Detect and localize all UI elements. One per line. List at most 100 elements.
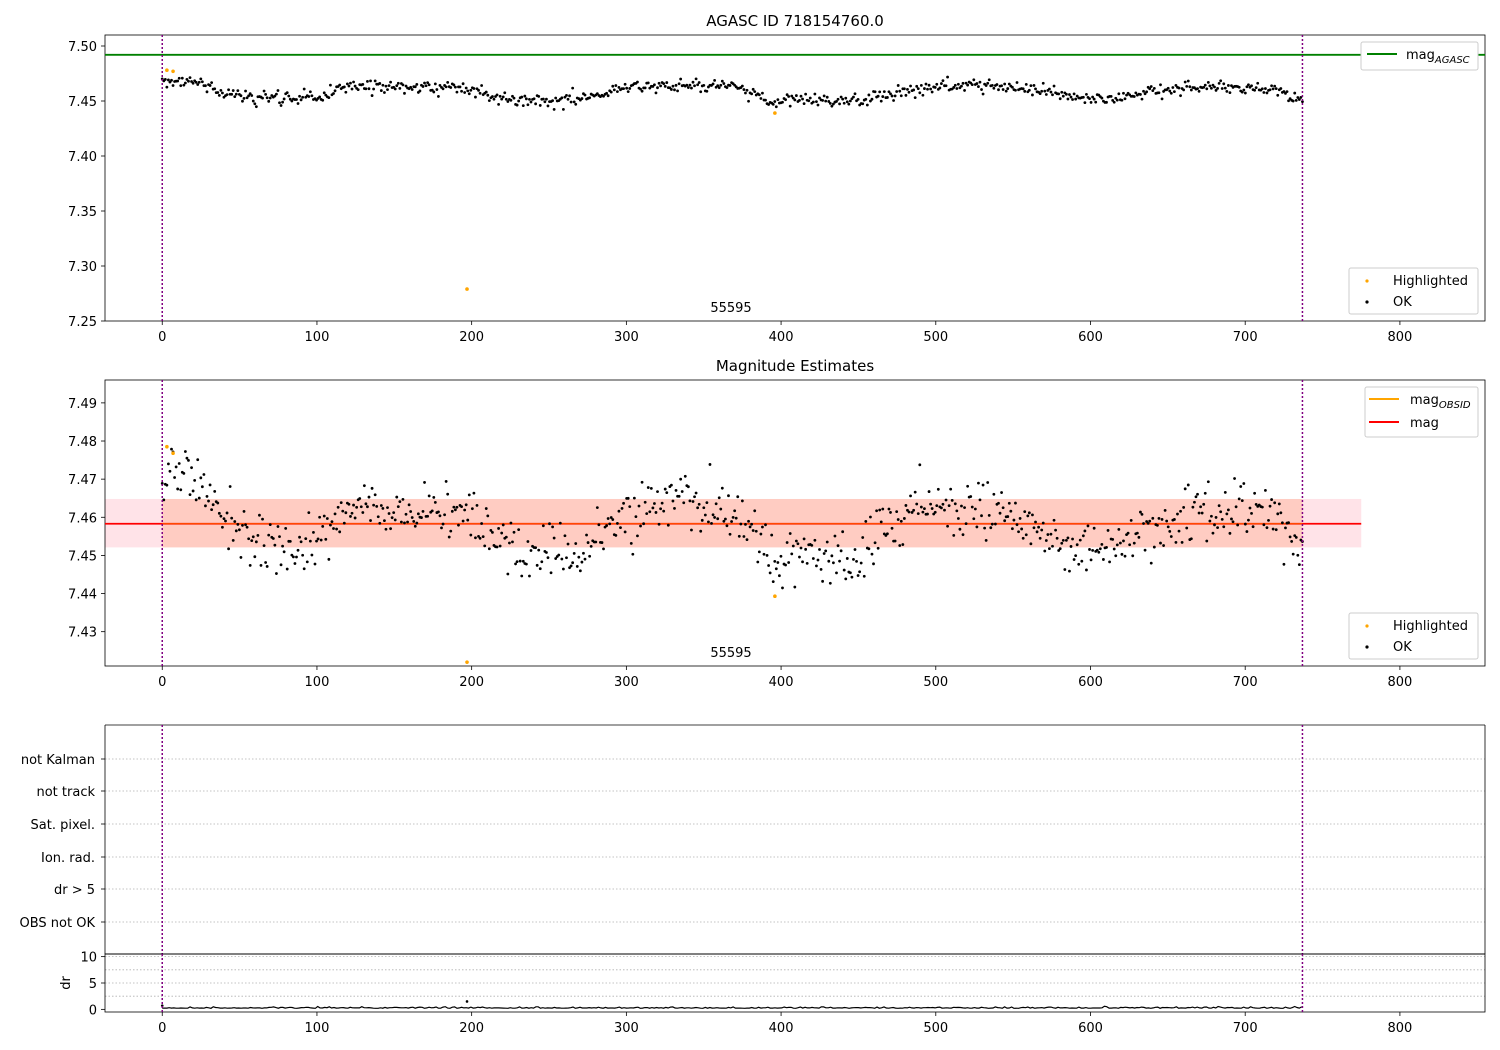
ok-point xyxy=(486,93,490,97)
ok-point xyxy=(1012,518,1016,522)
ok-point xyxy=(528,574,531,578)
ok-point xyxy=(298,535,301,539)
ok-point xyxy=(1243,522,1247,526)
ok-point xyxy=(185,456,189,460)
ok-point xyxy=(798,555,801,559)
ok-point xyxy=(413,524,417,528)
ok-point xyxy=(1163,508,1167,512)
x-tick-label: 300 xyxy=(614,330,639,345)
ok-point xyxy=(1015,81,1019,84)
ok-point xyxy=(416,512,420,516)
ok-point xyxy=(640,480,644,484)
ok-point xyxy=(1287,99,1290,103)
ok-point xyxy=(816,103,820,107)
ok-point xyxy=(474,536,477,540)
ok-point xyxy=(435,88,439,91)
ok-point xyxy=(588,554,592,558)
ok-point xyxy=(669,483,673,487)
ok-point xyxy=(963,506,966,510)
ok-point xyxy=(987,513,991,517)
ok-point xyxy=(662,509,666,513)
ok-point xyxy=(401,83,405,87)
ok-point xyxy=(1290,540,1294,543)
ok-point xyxy=(1296,96,1300,99)
ok-point xyxy=(919,505,923,509)
y-tick-label: 7.49 xyxy=(68,397,97,412)
ok-point xyxy=(551,99,554,103)
ok-point xyxy=(839,549,843,553)
ok-point xyxy=(1132,95,1136,98)
ok-point xyxy=(909,84,912,88)
ok-point xyxy=(989,526,993,530)
ok-point xyxy=(913,490,917,494)
ok-point xyxy=(179,84,183,88)
ok-point xyxy=(771,102,775,106)
x-tick-label: 600 xyxy=(1078,330,1103,345)
ok-point xyxy=(329,523,332,527)
ok-point xyxy=(1171,86,1175,89)
ok-point xyxy=(1058,97,1062,101)
ok-point xyxy=(509,521,513,525)
ok-point xyxy=(1226,508,1230,512)
ok-point xyxy=(767,103,771,106)
ok-point xyxy=(1092,97,1096,101)
ok-point xyxy=(1143,548,1147,552)
ok-point xyxy=(1123,97,1127,101)
ok-point xyxy=(460,89,463,93)
ok-point xyxy=(978,80,982,84)
ok-point xyxy=(1100,96,1104,100)
ok-point xyxy=(879,520,883,524)
ok-point xyxy=(882,90,886,93)
ok-point xyxy=(228,485,232,488)
ok-point xyxy=(512,96,516,100)
ok-point xyxy=(344,90,348,94)
ok-point xyxy=(816,558,820,562)
ok-point xyxy=(379,89,383,92)
ok-point xyxy=(450,509,454,513)
ok-point xyxy=(526,103,530,107)
ok-point xyxy=(349,515,352,518)
ok-point xyxy=(261,96,264,100)
x-tick-label: 700 xyxy=(1233,1021,1258,1036)
ok-point xyxy=(347,502,351,506)
ok-point xyxy=(811,100,815,104)
ok-point xyxy=(301,553,305,557)
ok-point xyxy=(1139,510,1142,514)
ok-point xyxy=(1000,84,1003,88)
ok-point xyxy=(836,97,840,101)
ok-point xyxy=(474,95,477,99)
ok-point xyxy=(930,507,934,510)
ok-point xyxy=(642,522,646,526)
ok-point xyxy=(321,98,325,102)
ok-point xyxy=(895,90,899,93)
ok-point xyxy=(873,541,877,545)
ok-point xyxy=(396,505,400,509)
ok-point xyxy=(1148,87,1152,91)
ok-point xyxy=(412,519,416,523)
ok-point xyxy=(1262,523,1266,527)
ok-point xyxy=(750,92,754,96)
ok-point xyxy=(262,89,266,93)
ok-point xyxy=(987,78,991,82)
ok-point xyxy=(316,537,320,541)
ok-point xyxy=(790,94,794,98)
x-tick-label: 200 xyxy=(459,675,484,690)
ok-point xyxy=(699,90,703,94)
ok-point xyxy=(190,466,193,470)
ok-point xyxy=(677,82,681,86)
ok-point xyxy=(828,102,832,105)
ok-point xyxy=(646,81,650,85)
ok-point xyxy=(637,504,641,508)
ok-point xyxy=(541,97,545,101)
ok-point xyxy=(210,508,214,512)
ok-point xyxy=(802,102,806,105)
ok-point xyxy=(287,94,291,98)
ok-point xyxy=(873,90,877,94)
estimates-legend-lines: magOBSID mag xyxy=(1364,386,1479,438)
ok-point xyxy=(748,525,752,529)
ok-point xyxy=(1060,90,1064,94)
ok-point xyxy=(423,481,426,484)
ok-point xyxy=(1085,568,1088,572)
ok-point xyxy=(669,88,673,91)
ok-point xyxy=(663,487,667,491)
